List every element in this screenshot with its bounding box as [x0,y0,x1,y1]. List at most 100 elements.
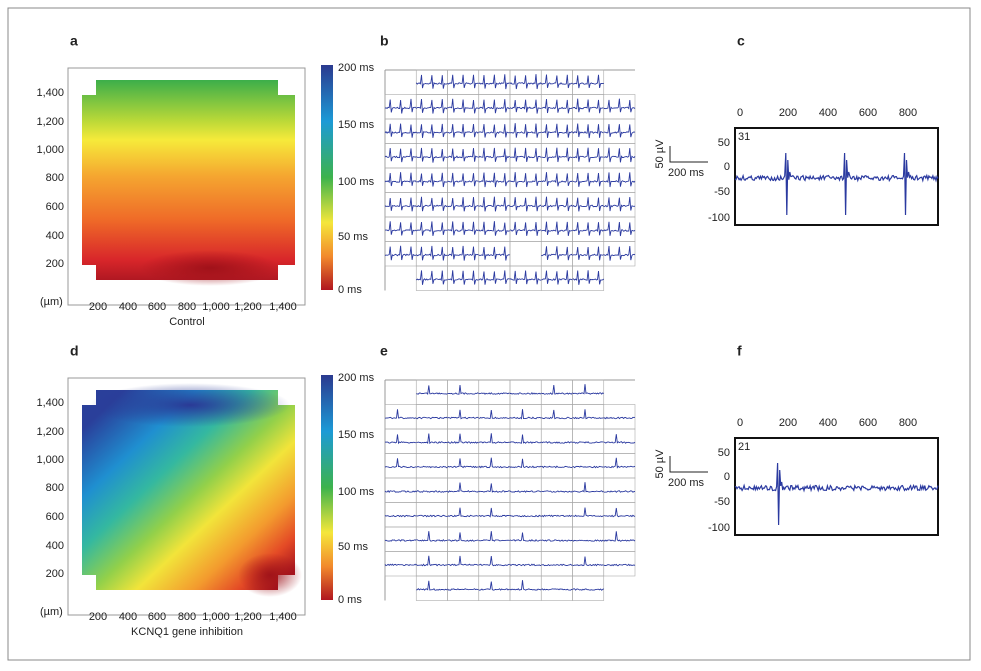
trace [509,563,542,567]
trace [478,270,511,285]
cell [572,265,605,291]
panel-label: d [70,343,79,359]
trace [572,482,605,493]
scale-bar [669,146,708,163]
y-tick-label: 1,400 [36,87,64,99]
trace [478,531,511,542]
panel-label: a [70,33,78,49]
cell [384,404,417,430]
trace [572,507,605,518]
trace [541,196,573,212]
y-tick-label: -50 [714,496,730,508]
panel-label: e [380,343,388,359]
trace [416,465,448,469]
trace [541,539,573,542]
cell [478,477,511,503]
cell [384,453,417,479]
scale-t: 200 ms [668,167,705,179]
trace [541,246,573,261]
cell [540,404,573,430]
cell [478,379,511,405]
trace [734,152,939,216]
trace [478,507,511,518]
trace [478,99,511,114]
trace [447,221,479,236]
trace [509,74,542,90]
trace [572,197,605,212]
frame [7,7,971,661]
trace [603,221,636,237]
x-tick-label: 0 [737,417,743,429]
trace [384,489,417,493]
x-tick-label: 200 [779,417,797,429]
trace [541,147,573,163]
colorbar-label: 0 ms [338,594,362,606]
x-tick-label: 1,200 [234,301,262,313]
x-tick-label: 200 [89,611,107,623]
x-tick-label: 800 [899,417,917,429]
trace [447,555,479,567]
trace [416,416,448,420]
y-tick-label: 1,200 [36,426,64,438]
colorbar-label: 200 ms [338,372,375,384]
trace [541,465,573,469]
cell [447,404,480,430]
x-tick-label: 1,400 [269,611,297,623]
y-tick-label: 0 [724,161,730,173]
cell [415,575,448,601]
trace [572,123,604,139]
cell [415,502,448,528]
x-tick-label: 1,200 [234,611,262,623]
trace [541,490,573,493]
trace [447,245,479,261]
cell [384,477,417,503]
x-tick-label: 400 [819,417,837,429]
scale-bar [669,456,708,473]
plot-box [67,377,306,616]
trace [603,457,636,469]
trace [384,98,417,114]
trace [572,556,604,567]
trace [416,147,448,163]
trace [509,514,542,518]
cell [540,428,573,454]
trace [384,409,417,420]
colorbar-label: 100 ms [338,176,375,188]
colorbar [321,65,333,290]
caption: Control [169,316,204,328]
trace [416,385,448,395]
cell [572,551,605,577]
trace [384,197,417,212]
x-tick-label: 600 [148,301,166,313]
trace [603,507,636,518]
cell [447,428,480,454]
trace [384,172,417,187]
y-tick-label: 0 [724,471,730,483]
cell [509,241,542,267]
trace [572,98,604,114]
trace [572,384,605,395]
y-tick-label: 200 [46,258,64,270]
trace [478,172,511,188]
trace [572,539,605,542]
cell [509,379,542,405]
trace [415,74,448,89]
cell [478,502,511,528]
trace [478,246,511,261]
trace [385,221,417,236]
channel-label: 21 [738,441,750,453]
cell [415,551,448,577]
cell [509,453,542,479]
panel-label: c [737,33,745,49]
cell [603,526,636,552]
trace [509,172,542,188]
x-tick-label: 800 [899,107,917,119]
trace [478,433,511,444]
trace [478,483,511,493]
trace [478,556,511,567]
trace [603,124,636,138]
colorbar-label: 100 ms [338,486,375,498]
trace [572,465,604,469]
cell [415,453,448,479]
